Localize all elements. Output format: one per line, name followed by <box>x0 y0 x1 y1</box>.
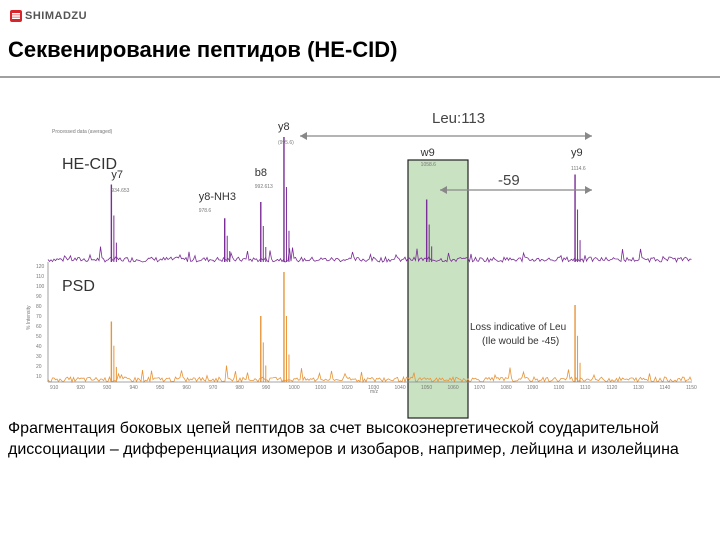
minus59-arrow-left-head <box>440 186 447 194</box>
annotations: y7 934.653 y8-NH3 978.6 b8 992.613 y8 (995.6) w9… <box>111 121 592 214</box>
y-tick-label-5: 70 <box>36 314 42 320</box>
company-logo: SHIMADZU <box>10 9 87 23</box>
x-tick-label-5: 960 <box>183 385 192 391</box>
x-tick-label-23: 1140 <box>660 385 671 391</box>
peak-value-4: 1058.6 <box>421 162 437 168</box>
x-tick-label-19: 1100 <box>554 385 565 391</box>
x-tick-label-7: 980 <box>236 385 245 391</box>
x-tick-label-12: 1030 <box>368 385 379 391</box>
x-tick-label-22: 1130 <box>633 385 644 391</box>
leu-arrow-right-head <box>585 132 592 140</box>
x-tick-label-18: 1090 <box>527 385 538 391</box>
x-tick-label-20: 1110 <box>580 385 591 391</box>
loss-note-line2: (Ile would be -45) <box>482 336 559 347</box>
peak-value-2: 992.613 <box>255 184 273 190</box>
spectrum-figure: 120 110 100 90 80 70 60 50 40 30 20 10 910 920 930 940 9… <box>26 110 697 419</box>
header-text: Processed data (averaged) <box>52 129 113 135</box>
psd-baseline <box>47 365 692 384</box>
shimadzu-logo-icon <box>10 10 22 22</box>
title-divider <box>0 76 720 78</box>
y-tick-label-6: 60 <box>36 324 42 330</box>
x-axis-label: m/z <box>370 389 379 395</box>
leucine-highlight-box <box>407 159 469 419</box>
x-tick-label-8: 990 <box>262 385 271 391</box>
x-tick-label-24: 1150 <box>686 385 697 391</box>
he-cid-panel-label: HE-CID <box>62 156 117 173</box>
x-tick-label-14: 1050 <box>421 385 432 391</box>
peak-label-2: b8 <box>255 167 267 179</box>
x-tick-label-6: 970 <box>209 385 218 391</box>
x-tick-label-3: 940 <box>130 385 139 391</box>
peak-value-5: 1114.6 <box>571 166 586 172</box>
x-tick-label-1: 920 <box>77 385 86 391</box>
x-tick-label-13: 1040 <box>395 385 406 391</box>
minus59-annotation: -59 <box>498 172 520 189</box>
y-tick-label-3: 90 <box>36 294 42 300</box>
peak-value-1: 978.6 <box>199 208 212 214</box>
psd-axes: 120 110 100 90 80 70 60 50 40 30 20 10 910 920 930 940 9… <box>36 262 697 391</box>
y-tick-label-7: 50 <box>36 334 42 340</box>
logo-text: SHIMADZU <box>25 10 88 22</box>
peak-value-3: (995.6) <box>278 140 294 146</box>
x-tick-label-15: 1060 <box>448 385 459 391</box>
loss-note-line1: Loss indicative of Leu <box>470 322 566 333</box>
psd-spectrum <box>47 272 692 384</box>
y-tick-label-10: 20 <box>36 364 42 370</box>
leu-arrow-left-head <box>300 132 307 140</box>
x-tick-label-10: 1010 <box>315 385 326 391</box>
x-tick-label-17: 1080 <box>501 385 512 391</box>
he-cid-spectrum <box>47 137 692 264</box>
y-tick-label-4: 80 <box>36 304 42 310</box>
y-tick-label-11: 10 <box>36 374 42 380</box>
y-tick-label-8: 40 <box>36 344 42 350</box>
leu-annotation: Leu:113 <box>432 110 485 127</box>
he-cid-baseline <box>47 246 692 264</box>
peak-label-0: y7 <box>111 169 123 181</box>
y-axis-label: % Intensity <box>26 305 32 330</box>
minus59-arrow-right-head <box>585 186 592 194</box>
slide-caption: Фрагментация боковых цепей пептидов за с… <box>8 420 679 458</box>
y-tick-label-1: 110 <box>36 274 44 280</box>
slide-title: Секвенирование пептидов (HE-CID) <box>8 37 398 62</box>
x-tick-label-0: 910 <box>50 385 59 391</box>
y-tick-label-0: 120 <box>36 264 45 270</box>
y-tick-label-9: 30 <box>36 354 42 360</box>
x-tick-label-11: 1020 <box>342 385 353 391</box>
psd-panel-label: PSD <box>62 278 95 295</box>
peak-value-0: 934.653 <box>111 188 129 194</box>
peak-label-4: w9 <box>420 147 435 159</box>
peak-label-1: y8-NH3 <box>199 191 236 203</box>
x-tick-label-16: 1070 <box>474 385 485 391</box>
peak-label-3: y8 <box>278 121 290 133</box>
y-tick-label-2: 100 <box>36 284 45 290</box>
x-tick-label-4: 950 <box>156 385 165 391</box>
x-tick-label-9: 1000 <box>289 385 300 391</box>
x-tick-label-2: 930 <box>103 385 112 391</box>
peak-label-5: y9 <box>571 147 583 159</box>
x-tick-label-21: 1120 <box>607 385 618 391</box>
